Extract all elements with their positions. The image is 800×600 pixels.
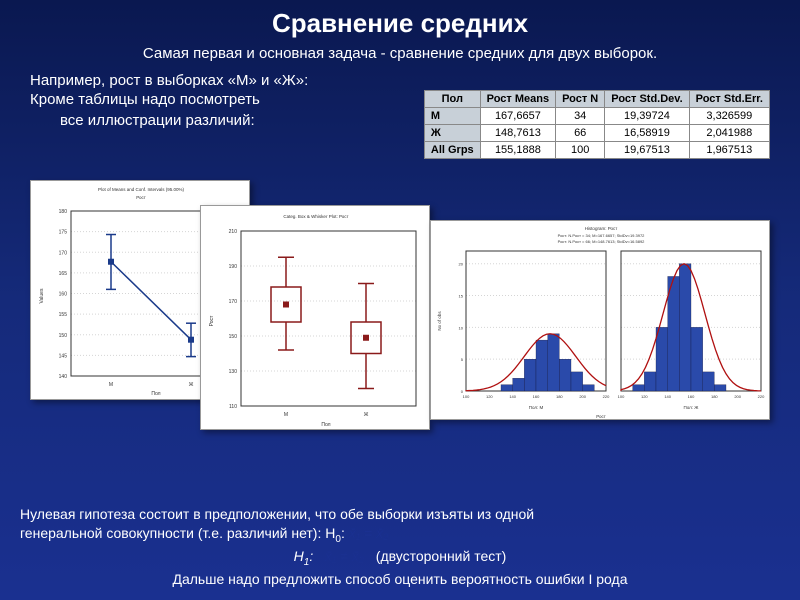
svg-text:190: 190 [229,264,238,270]
table-cell: 19,39724 [605,108,689,125]
page-title: Сравнение средних [0,0,800,39]
col-header: Рост N [556,91,605,108]
svg-text:Histogram: Рост: Histogram: Рост [585,226,618,231]
stats-table: Пол Рост Means Рост N Рост Std.Dev. Рост… [424,90,770,159]
table-cell: 155,1888 [480,142,555,159]
svg-text:140: 140 [509,394,516,399]
table-cell: М [424,108,480,125]
svg-text:220: 220 [603,394,610,399]
svg-text:М: М [284,412,288,418]
svg-text:Ж: Ж [364,412,369,418]
svg-text:175: 175 [59,230,68,236]
svg-text:150: 150 [229,334,238,340]
table-cell: 2,041988 [689,125,769,142]
svg-text:145: 145 [59,353,68,359]
page-subtitle: Самая первая и основная задача - сравнен… [0,45,800,62]
svg-text:Рост: Рост [209,315,215,326]
svg-text:160: 160 [59,292,68,298]
svg-text:155: 155 [59,312,68,318]
h1-label: H1: [294,548,314,564]
svg-text:200: 200 [734,394,741,399]
table-row: All Grps155,188810019,675131,967513 [424,142,769,159]
svg-text:М: М [109,382,113,388]
svg-text:200: 200 [579,394,586,399]
svg-text:100: 100 [618,394,625,399]
table-cell: 3,326599 [689,108,769,125]
h1-formula: x̄₁ ≠ x̄₂ [325,548,364,564]
next-step: Дальше надо предложить способ оценить ве… [20,571,780,587]
svg-text:Пол: Пол [151,391,160,397]
svg-text:160: 160 [688,394,695,399]
svg-text:160: 160 [533,394,540,399]
table-cell: Ж [424,125,480,142]
table-cell: 167,6657 [480,108,555,125]
svg-text:Plot of Means and Conf. Interv: Plot of Means and Conf. Intervals (95.00… [98,187,185,192]
hypothesis-line-2: генеральной совокупности (т.е. различий … [20,525,780,545]
table-cell: 100 [556,142,605,159]
svg-text:150: 150 [59,333,68,339]
svg-text:170: 170 [229,299,238,305]
table-row: М167,66573419,397243,326599 [424,108,769,125]
svg-text:100: 100 [463,394,470,399]
chart-histogram: Histogram: Рост Рост: N.Рост = 34; M=167.… [430,220,770,420]
table-cell: 16,58919 [605,125,689,142]
h0-formula: x̄₁ = x̄₂ [349,525,389,541]
svg-text:Пол: М: Пол: М [529,405,544,410]
charts-area: 140145150155160165170175180МЖPlot of Mea… [30,180,770,430]
svg-text:Рост: Рост [136,195,146,200]
svg-text:180: 180 [556,394,563,399]
svg-text:Рост: Рост [596,414,606,419]
table-row: Ж148,76136616,589192,041988 [424,125,769,142]
svg-text:5: 5 [461,357,464,362]
svg-text:140: 140 [59,374,68,380]
svg-text:165: 165 [59,271,68,277]
hypothesis-line-1: Нулевая гипотеза состоит в предположении… [20,506,780,522]
svg-text:130: 130 [229,369,238,375]
col-header: Рост Std.Dev. [605,91,689,108]
svg-text:180: 180 [59,209,68,215]
table-cell: 66 [556,125,605,142]
svg-text:20: 20 [459,262,464,267]
svg-text:15: 15 [459,294,464,299]
svg-text:220: 220 [758,394,765,399]
table-header-row: Пол Рост Means Рост N Рост Std.Dev. Рост… [424,91,769,108]
svg-text:140: 140 [664,394,671,399]
table-cell: All Grps [424,142,480,159]
svg-text:110: 110 [229,404,237,410]
svg-text:170: 170 [59,250,68,256]
table-cell: 1,967513 [689,142,769,159]
table-cell: 148,7613 [480,125,555,142]
svg-text:Ж: Ж [189,382,194,388]
svg-text:Рост: N.Рост = 34; M=167.6657;: Рост: N.Рост = 34; M=167.6657; StdDv=19.… [558,233,646,238]
col-header: Рост Std.Err. [689,91,769,108]
table-cell: 19,67513 [605,142,689,159]
h1-line: H1: x̄₁ ≠ x̄₂ (двусторонний тест) [20,548,780,568]
table-cell: 34 [556,108,605,125]
svg-text:Categ. Box & Whisker Plot: Рос: Categ. Box & Whisker Plot: Рост [283,214,348,219]
svg-text:Пол: Ж: Пол: Ж [684,405,700,410]
h0-colon: : [341,525,345,541]
svg-text:Рост: N.Рост = 66; M=148.7613;: Рост: N.Рост = 66; M=148.7613; StdDv=16.… [558,239,646,244]
h0-text: генеральной совокупности (т.е. различий … [20,525,335,541]
svg-text:No of obs: No of obs [437,311,442,331]
svg-text:Values: Values [39,288,45,303]
svg-text:180: 180 [711,394,718,399]
bottom-text: Нулевая гипотеза состоит в предположении… [20,503,780,590]
svg-text:120: 120 [641,394,648,399]
svg-text:210: 210 [229,229,238,235]
intro-line-1: Например, рост в выборках «М» и «Ж»: [30,72,800,89]
col-header: Пол [424,91,480,108]
svg-text:10: 10 [459,325,464,330]
svg-text:120: 120 [486,394,493,399]
col-header: Рост Means [480,91,555,108]
chart-boxplot: 110 130 150 170 190 210 М Ж Categ. Box & Whisker… [200,205,430,430]
h1-tail: (двусторонний тест) [376,548,507,564]
svg-text:Пол: Пол [321,422,330,428]
